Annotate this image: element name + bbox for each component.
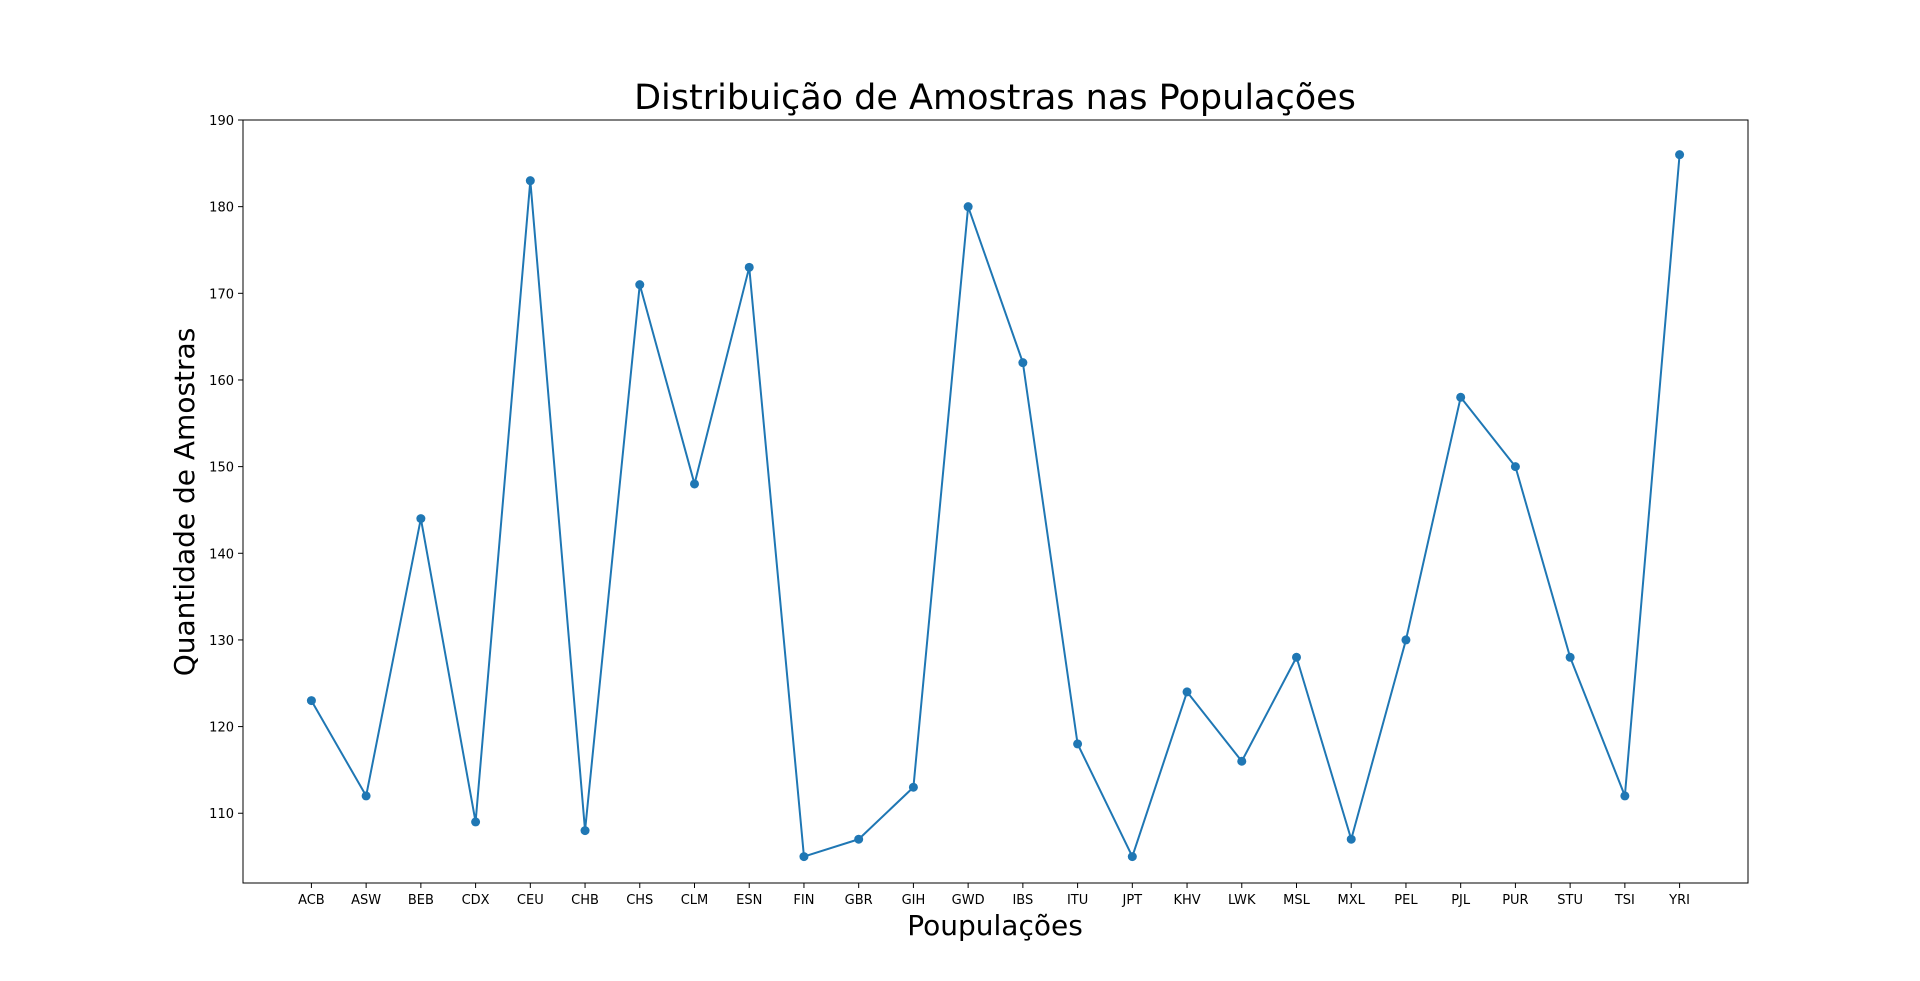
- data-point-jpt: [1127, 852, 1137, 862]
- data-point-chs: [635, 280, 645, 290]
- data-point-pel: [1401, 635, 1411, 645]
- x-tick-label-itu: ITU: [1067, 893, 1088, 908]
- x-tick-label-cdx: CDX: [462, 893, 490, 908]
- x-tick-label-ibs: IBS: [1012, 893, 1033, 908]
- x-tick-label-clm: CLM: [681, 893, 709, 908]
- data-point-msl: [1292, 652, 1301, 662]
- x-tick-label-esn: ESN: [736, 893, 762, 908]
- x-tick-label-pur: PUR: [1502, 893, 1528, 908]
- data-point-yri: [1675, 150, 1685, 160]
- x-tick-label-jpt: JPT: [1122, 893, 1143, 908]
- data-point-itu: [1073, 739, 1083, 749]
- x-tick-label-pel: PEL: [1394, 893, 1418, 908]
- x-tick-label-asw: ASW: [351, 893, 381, 908]
- x-tick-label-mxl: MXL: [1338, 893, 1366, 908]
- x-tick-label-stu: STU: [1557, 893, 1583, 908]
- x-tick-label-acb: ACB: [298, 893, 325, 908]
- data-point-esn: [744, 262, 754, 272]
- data-point-chb: [580, 826, 590, 836]
- y-tick-label-130: 130: [209, 634, 234, 649]
- x-tick-label-pjl: PJL: [1451, 893, 1471, 908]
- data-point-fin: [799, 852, 809, 862]
- data-point-pjl: [1456, 392, 1466, 402]
- plot-area: 110 120 130 140 150 160 170 180 190 ACB ASW BEB CDX C…: [209, 114, 1749, 908]
- x-tick-label-lwk: LWK: [1228, 893, 1256, 908]
- x-tick-label-gih: GIH: [902, 893, 926, 908]
- data-point-clm: [690, 479, 699, 489]
- data-point-ibs: [1018, 358, 1028, 368]
- y-tick-label-120: 120: [209, 721, 234, 736]
- data-point-tsi: [1620, 791, 1630, 801]
- data-point-pur: [1510, 462, 1520, 472]
- data-point-stu: [1565, 652, 1575, 662]
- data-point-gwd: [963, 202, 973, 212]
- data-point-asw: [361, 791, 371, 801]
- y-tick-label-190: 190: [209, 114, 234, 129]
- x-tick-label-chb: CHB: [571, 893, 599, 908]
- series-line-0: [310, 154, 1681, 858]
- data-point-ceu: [525, 176, 535, 186]
- x-tick-label-chs: CHS: [626, 893, 653, 908]
- x-tick-label-beb: BEB: [408, 893, 434, 908]
- y-tick-label-180: 180: [209, 201, 234, 216]
- y-axis-title: Quantidade de Amostras: [168, 328, 201, 677]
- axes-frame: [242, 119, 1749, 884]
- data-point-khv: [1182, 687, 1192, 697]
- x-tick-label-ceu: CEU: [517, 893, 544, 908]
- data-point-cdx: [471, 817, 481, 827]
- y-tick-label-140: 140: [209, 547, 234, 562]
- y-tick-label-160: 160: [209, 374, 234, 389]
- data-point-lwk: [1237, 756, 1247, 766]
- y-tick-label-170: 170: [209, 287, 234, 302]
- x-tick-label-tsi: TSI: [1614, 893, 1635, 908]
- x-tick-label-yri: YRI: [1668, 893, 1690, 908]
- data-point-beb: [416, 514, 426, 524]
- x-tick-label-msl: MSL: [1283, 893, 1310, 908]
- x-tick-label-fin: FIN: [793, 893, 814, 908]
- x-axis-title: Poupulações: [907, 909, 1083, 942]
- data-point-acb: [306, 696, 316, 706]
- data-point-gbr: [854, 834, 864, 844]
- x-tick-label-gbr: GBR: [845, 893, 873, 908]
- data-point-mxl: [1346, 834, 1356, 844]
- x-tick-label-khv: KHV: [1173, 893, 1200, 908]
- data-point-gih: [908, 782, 918, 792]
- y-tick-label-110: 110: [209, 807, 234, 822]
- chart-title: Distribuição de Amostras nas Populações: [634, 78, 1356, 118]
- y-tick-label-150: 150: [209, 461, 234, 476]
- x-tick-label-gwd: GWD: [952, 893, 985, 908]
